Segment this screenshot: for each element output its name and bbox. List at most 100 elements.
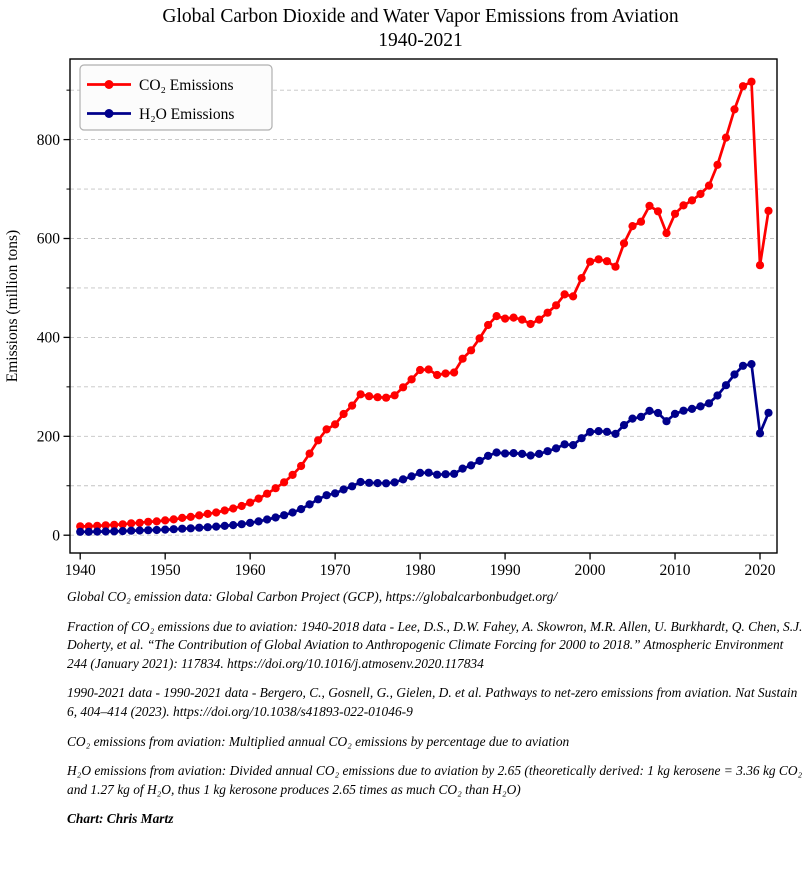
h2o-point-1956 <box>212 522 221 531</box>
h2o-point-2006 <box>636 412 646 421</box>
co2-point-1983 <box>441 369 450 378</box>
co2-point-1945 <box>118 520 127 529</box>
h2o-point-2008 <box>653 408 663 418</box>
co2-point-1997 <box>560 290 569 299</box>
legend-co2-marker <box>104 80 114 89</box>
co2-point-1992 <box>518 315 527 324</box>
co2-point-1958 <box>229 504 238 513</box>
plot-frame <box>69 58 778 554</box>
h2o-point-2019 <box>747 360 756 369</box>
co2-point-1964 <box>280 478 289 487</box>
h2o-point-1941 <box>84 527 93 536</box>
footnote-bergero-citation: 1990-2021 data - 1990-2021 data - Berger… <box>67 685 798 719</box>
x-tick-label-2020: 2020 <box>745 562 776 579</box>
co2-point-1950 <box>161 516 170 525</box>
co2-point-2018 <box>738 82 748 91</box>
chart-title: Global Carbon Dioxide and Water Vapor Em… <box>38 5 803 53</box>
co2-point-2008 <box>653 207 663 216</box>
co2-point-1998 <box>569 292 578 301</box>
co2-point-1955 <box>203 509 212 518</box>
h2o-point-1961 <box>254 517 263 526</box>
gridlines-layer <box>70 89 777 536</box>
co2-point-1996 <box>552 301 561 310</box>
h2o-point-1996 <box>552 444 561 453</box>
co2-point-1942 <box>93 521 102 530</box>
h2o-point-1979 <box>407 472 416 481</box>
h2o-point-1948 <box>144 526 153 535</box>
chart-credit: Chart: Chris Martz <box>67 811 174 827</box>
h2o-point-1971 <box>339 485 348 494</box>
y-axis-label: Emissions (million tons) <box>4 230 21 382</box>
chart-title-line2: 1940-2021 <box>378 30 463 51</box>
co2-point-1961 <box>254 494 263 503</box>
h2o-point-1947 <box>135 526 144 535</box>
h2o-point-1991 <box>509 449 518 458</box>
h2o-point-1966 <box>297 505 306 514</box>
co2-point-2000 <box>586 257 595 266</box>
h2o-point-1976 <box>382 479 391 488</box>
co2-point-1970 <box>331 420 340 429</box>
h2o-point-2001 <box>594 427 603 436</box>
co2-point-1985 <box>458 354 467 363</box>
co2-point-2005 <box>628 222 637 231</box>
x-tick-label-1950: 1950 <box>150 562 181 579</box>
co2-point-1993 <box>526 319 535 329</box>
h2o-point-2016 <box>721 381 731 390</box>
co2-point-1943 <box>101 521 110 530</box>
y-tick-label-800: 800 <box>37 132 61 149</box>
h2o-point-1986 <box>467 461 476 470</box>
h2o-point-1972 <box>348 482 357 491</box>
h2o-point-1960 <box>246 518 255 528</box>
legend: CO₂ Emissions H₂O Emissions <box>79 64 273 131</box>
h2o-point-1946 <box>127 526 136 535</box>
h2o-point-1943 <box>101 527 110 536</box>
h2o-point-2015 <box>713 391 722 400</box>
co2-point-1980 <box>416 365 425 375</box>
y-tick-label-600: 600 <box>37 231 61 248</box>
h2o-point-1951 <box>169 525 178 534</box>
h2o-point-2013 <box>696 402 705 411</box>
co2-point-2011 <box>679 201 688 210</box>
x-tick-label-1980: 1980 <box>405 562 436 579</box>
h2o-point-1970 <box>331 489 340 498</box>
co2-point-2013 <box>696 189 705 199</box>
co2-point-2002 <box>602 257 612 266</box>
co2-point-1948 <box>144 517 153 526</box>
co2-point-1946 <box>127 519 136 528</box>
co2-point-1967 <box>305 449 314 458</box>
co2-point-1963 <box>271 484 280 493</box>
h2o-point-1978 <box>399 475 408 484</box>
h2o-point-2005 <box>628 414 637 423</box>
x-tick-label-1990: 1990 <box>490 562 521 579</box>
h2o-point-1967 <box>305 500 314 509</box>
h2o-point-1957 <box>220 521 229 531</box>
h2o-point-1975 <box>373 479 382 488</box>
co2-point-2019 <box>747 77 756 86</box>
h2o-point-1953 <box>186 524 195 533</box>
h2o-point-1955 <box>203 523 212 532</box>
co2-point-1973 <box>356 390 365 399</box>
footnote-h2o-method: H₂O emissions from aviation: Divided ann… <box>67 763 803 797</box>
h2o-point-1963 <box>271 513 280 522</box>
h2o-point-1985 <box>458 464 467 473</box>
h2o-point-1983 <box>441 470 450 479</box>
co2-point-1944 <box>110 520 119 529</box>
co2-point-1959 <box>237 501 246 511</box>
h2o-point-1998 <box>569 441 578 450</box>
x-tick-label-1940: 1940 <box>65 562 96 579</box>
co2-point-2016 <box>721 133 731 142</box>
legend-h2o-label: H₂O Emissions <box>139 106 234 123</box>
h2o-point-2000 <box>586 427 595 437</box>
h2o-point-1982 <box>433 470 442 479</box>
h2o-point-1988 <box>484 451 493 460</box>
h2o-point-1958 <box>229 521 238 530</box>
y-tick-label-400: 400 <box>37 330 61 347</box>
co2-point-1947 <box>135 518 144 527</box>
co2-point-1974 <box>365 392 374 401</box>
co2-point-1984 <box>450 368 459 377</box>
h2o-point-1940 <box>76 527 85 536</box>
h2o-point-1994 <box>535 449 544 458</box>
x-tick-label-1970: 1970 <box>320 562 351 579</box>
h2o-point-1962 <box>263 515 272 524</box>
